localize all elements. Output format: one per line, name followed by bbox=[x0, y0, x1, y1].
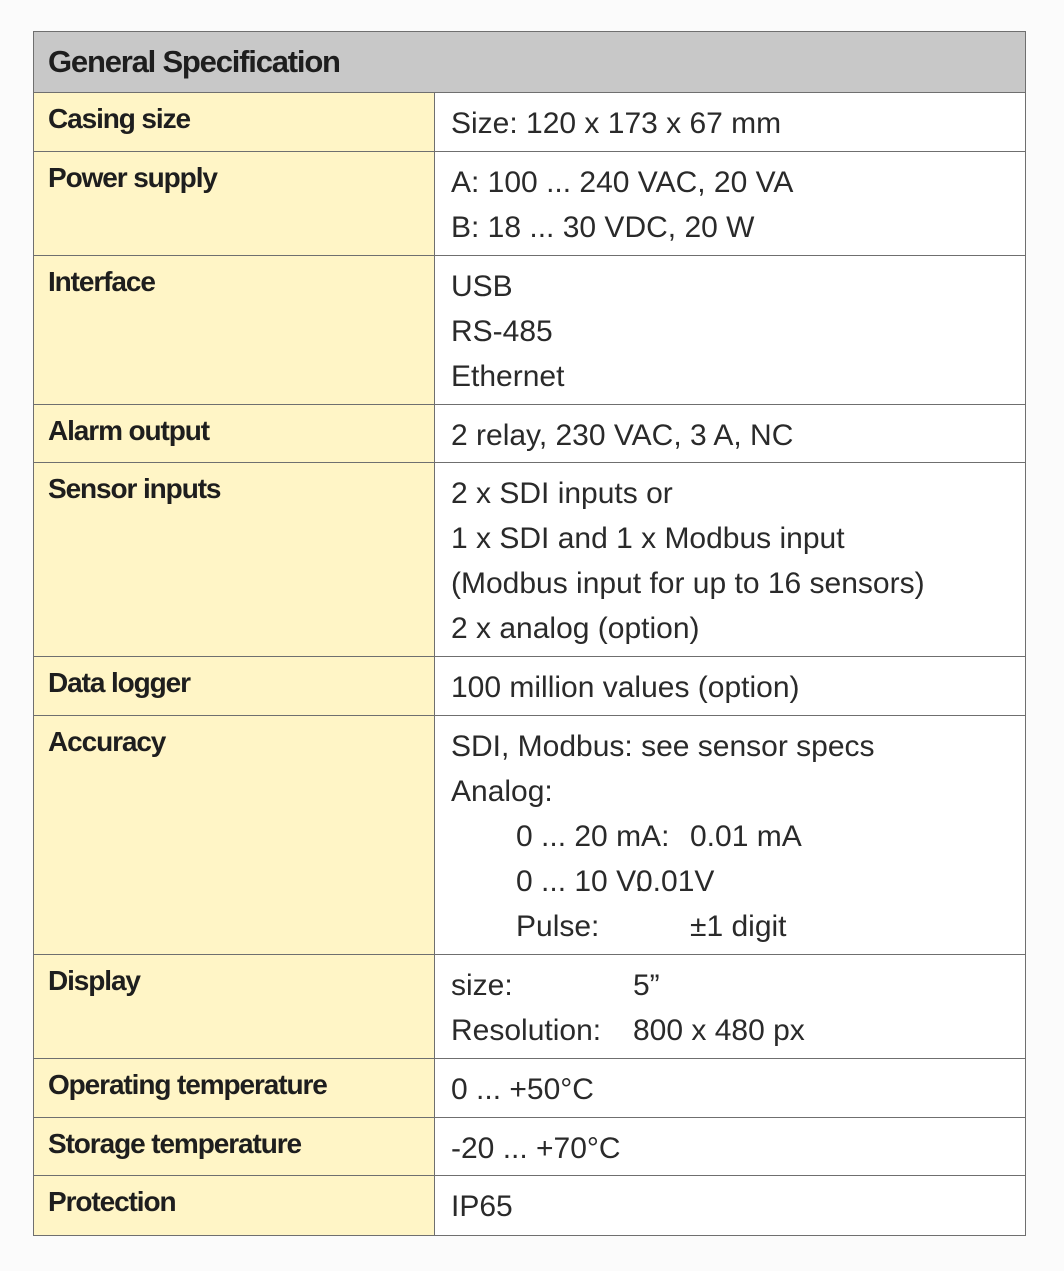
general-specification-table: General Specification Casing size Size: 1… bbox=[33, 31, 1026, 1236]
spec-value: -20 ... +70°C bbox=[435, 1118, 1025, 1175]
spec-label: Interface bbox=[34, 256, 435, 404]
spec-value: Size: 120 x 173 x 67 mm bbox=[435, 93, 1025, 151]
spec-label: Storage temperature bbox=[34, 1118, 435, 1175]
spec-row: Alarm output 2 relay, 230 VAC, 3 A, NC bbox=[34, 405, 1025, 463]
spec-label: Sensor inputs bbox=[34, 463, 435, 656]
spec-value: 100 million values (option) bbox=[435, 657, 1025, 715]
value-line: 0 ... +50°C bbox=[451, 1073, 594, 1106]
value-amount: ±1 digit bbox=[690, 910, 787, 943]
value-line: B: 18 ... 30 VDC, 20 W bbox=[451, 211, 755, 244]
value-key: 0 ... 10 V: bbox=[516, 865, 644, 898]
value-key: 0 ... 20 mA: bbox=[516, 820, 670, 853]
spec-label: Accuracy bbox=[34, 716, 435, 954]
value-amount: 800 x 480 px bbox=[633, 1014, 805, 1047]
spec-row: Storage temperature -20 ... +70°C bbox=[34, 1118, 1025, 1176]
spec-label: Display bbox=[34, 955, 435, 1058]
spec-row: Accuracy SDI, Modbus: see sensor specs Ana… bbox=[34, 716, 1025, 955]
spec-value: A: 100 ... 240 VAC, 20 VA B: 18 ... 30 VD… bbox=[435, 152, 1025, 255]
spec-row: Protection IP65 bbox=[34, 1176, 1025, 1235]
spec-label: Operating temperature bbox=[34, 1059, 435, 1117]
spec-label: Data logger bbox=[34, 657, 435, 715]
spec-value: SDI, Modbus: see sensor specs Analog: 0 ..… bbox=[435, 716, 1025, 954]
value-pair: Resolution: 800 x 480 px bbox=[451, 1008, 1025, 1053]
spec-label: Casing size bbox=[34, 93, 435, 151]
value-line: 2 x analog (option) bbox=[451, 612, 700, 645]
value-amount: 5” bbox=[633, 969, 660, 1002]
value-pair: 0 ... 10 V: 0.01V bbox=[451, 859, 1025, 904]
spec-value: USB RS-485 Ethernet bbox=[435, 256, 1025, 404]
value-key: Resolution: bbox=[451, 1014, 602, 1047]
spec-row: Operating temperature 0 ... +50°C bbox=[34, 1059, 1025, 1118]
spec-rows: Casing size Size: 120 x 173 x 67 mm Power … bbox=[34, 93, 1025, 1235]
spec-row: Sensor inputs 2 x SDI inputs or 1 x SDI an… bbox=[34, 463, 1025, 657]
spec-row: Data logger 100 million values (option) bbox=[34, 657, 1025, 716]
value-line: 100 million values (option) bbox=[451, 671, 800, 704]
value-key: Pulse: bbox=[516, 910, 600, 943]
value-line: Size: 120 x 173 x 67 mm bbox=[451, 107, 782, 140]
value-line: RS-485 bbox=[451, 315, 553, 348]
value-pair: size: 5” bbox=[451, 963, 1025, 1008]
spec-value: 2 x SDI inputs or 1 x SDI and 1 x Modbus … bbox=[435, 463, 1025, 656]
value-amount: 0.01 mA bbox=[690, 820, 802, 853]
value-line: Ethernet bbox=[451, 360, 565, 393]
spec-row: Casing size Size: 120 x 173 x 67 mm bbox=[34, 93, 1025, 152]
spec-value: size: 5” Resolution: 800 x 480 px bbox=[435, 955, 1025, 1058]
spec-value: 0 ... +50°C bbox=[435, 1059, 1025, 1117]
spec-row: Display size: 5” Resolution: 800 x 480 px bbox=[34, 955, 1025, 1059]
table-title: General Specification bbox=[34, 32, 1025, 93]
spec-row: Interface USB RS-485 Ethernet bbox=[34, 256, 1025, 405]
value-line: USB bbox=[451, 270, 513, 303]
value-key: size: bbox=[451, 969, 513, 1002]
spec-label: Power supply bbox=[34, 152, 435, 255]
spec-row: Power supply A: 100 ... 240 VAC, 20 VA B: … bbox=[34, 152, 1025, 256]
spec-label: Protection bbox=[34, 1176, 435, 1235]
spec-value: 2 relay, 230 VAC, 3 A, NC bbox=[435, 405, 1025, 462]
spec-value: IP65 bbox=[435, 1176, 1025, 1235]
spec-label: Alarm output bbox=[34, 405, 435, 462]
value-amount: 0.01V bbox=[636, 865, 715, 898]
value-line: A: 100 ... 240 VAC, 20 VA bbox=[451, 166, 794, 199]
value-line: -20 ... +70°C bbox=[451, 1132, 621, 1165]
value-pair: 0 ... 20 mA: 0.01 mA bbox=[451, 814, 1025, 859]
value-pair: Pulse: ±1 digit bbox=[451, 904, 1025, 949]
value-line: SDI, Modbus: see sensor specs bbox=[451, 730, 875, 763]
value-line: 1 x SDI and 1 x Modbus input bbox=[451, 522, 845, 555]
value-line: (Modbus input for up to 16 sensors) bbox=[451, 567, 925, 600]
value-line: 2 x SDI inputs or bbox=[451, 477, 673, 510]
value-line: Analog: bbox=[451, 775, 553, 808]
value-line: IP65 bbox=[451, 1190, 513, 1223]
value-line: 2 relay, 230 VAC, 3 A, NC bbox=[451, 419, 794, 452]
